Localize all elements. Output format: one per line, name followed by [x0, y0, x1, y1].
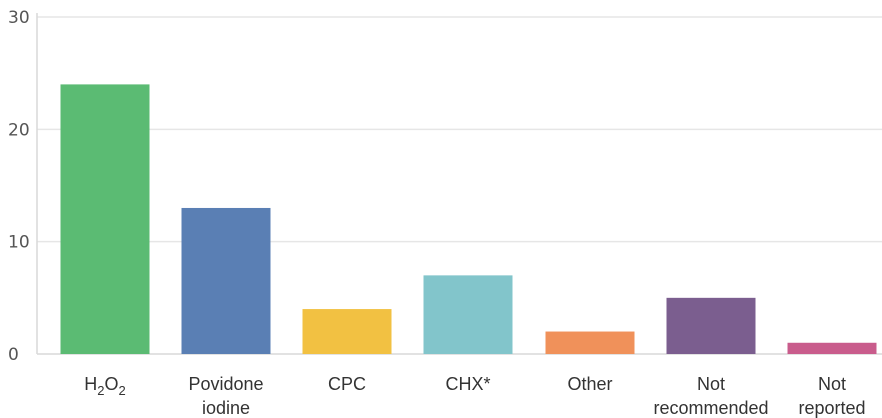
grid-lines: [37, 16, 882, 243]
bar-not-reported: [787, 342, 877, 354]
x-tick-label: Not reported: [798, 374, 865, 418]
bar-h2o2: [60, 84, 150, 355]
bar-chx-: [423, 275, 513, 354]
y-tick-labels: 0 10 20 30: [8, 8, 30, 365]
y-tick-label: 20: [8, 120, 30, 140]
bars: [60, 84, 877, 355]
y-tick-label: 0: [8, 345, 19, 365]
bar-povidone-iodine: [181, 207, 271, 354]
x-tick-label: Not recommended: [653, 374, 768, 418]
x-tick-label: CPC: [328, 374, 366, 394]
x-tick-label: CHX*: [445, 374, 490, 394]
y-tick-label: 30: [8, 8, 30, 28]
x-tick-label: Povidone iodine: [188, 374, 263, 418]
bar-cpc: [302, 309, 392, 354]
bar-other: [545, 331, 635, 354]
x-tick-label: Other: [567, 374, 612, 394]
x-tick-labels: H2O2 Povidone iodine CPC CHX* Other Not recomme…: [84, 374, 865, 418]
bar-not-recommended: [666, 297, 756, 354]
y-tick-label: 10: [8, 233, 30, 253]
x-tick-label: H2O2: [84, 374, 125, 398]
